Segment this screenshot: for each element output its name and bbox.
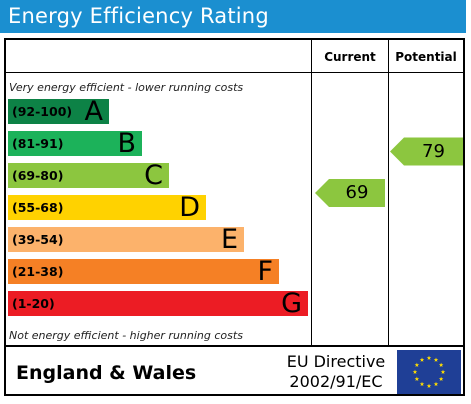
band-d: (55-68) D [8,192,206,223]
band-g: (1-20) G [8,288,308,319]
eu-star [438,362,444,367]
eu-star [414,362,420,367]
band-range: (69-80) [12,168,64,183]
band-letter: F [257,256,273,287]
band-range: (21-38) [12,264,64,279]
band-f: (21-38) F [8,256,279,287]
potential-rating-value: 79 [422,140,445,162]
current-header: Current [324,50,376,64]
eu-star [412,369,418,374]
region-label: England & Wales [16,362,197,384]
rating-frame: Current Potential [4,38,465,396]
eu-star [433,357,439,362]
header-divider [6,72,463,73]
eu-flag-icon [397,350,461,394]
eu-star [438,376,444,381]
divider-current [311,40,312,347]
eu-star [414,376,420,381]
eu-star [426,355,432,360]
divider-potential [388,40,389,347]
chart-title: Energy Efficiency Rating [8,4,269,28]
band-letter: D [179,192,200,223]
band-letter: G [281,288,302,319]
title-bar: Energy Efficiency Rating [0,0,466,33]
eu-star [433,381,439,387]
eu-directive-line2: 2002/91/EC [289,372,383,391]
eu-star [440,369,446,374]
eu-star [419,381,425,387]
band-c: (69-80) C [8,160,169,191]
band-letter: C [144,160,163,191]
efficient-note: Very energy efficient - lower running co… [9,81,244,94]
eu-directive: EU Directive 2002/91/EC [282,352,390,392]
band-range: (1-20) [12,296,55,311]
band-a: (92-100) A [8,96,109,127]
inefficient-note: Not energy efficient - higher running co… [9,329,243,342]
current-rating-value: 69 [345,182,369,203]
band-letter: B [117,128,136,159]
band-b: (81-91) B [8,128,142,159]
band-range: (81-91) [12,136,64,151]
band-letter: E [220,224,238,255]
band-range: (92-100) [12,104,73,119]
footer-divider [6,345,463,347]
eu-star [426,383,432,388]
eu-directive-line1: EU Directive [286,352,386,371]
band-e: (39-54) E [8,224,244,255]
eu-star [419,357,425,362]
band-range: (39-54) [12,232,64,247]
potential-header: Potential [395,50,457,64]
band-letter: A [84,96,103,127]
band-range: (55-68) [12,200,64,215]
